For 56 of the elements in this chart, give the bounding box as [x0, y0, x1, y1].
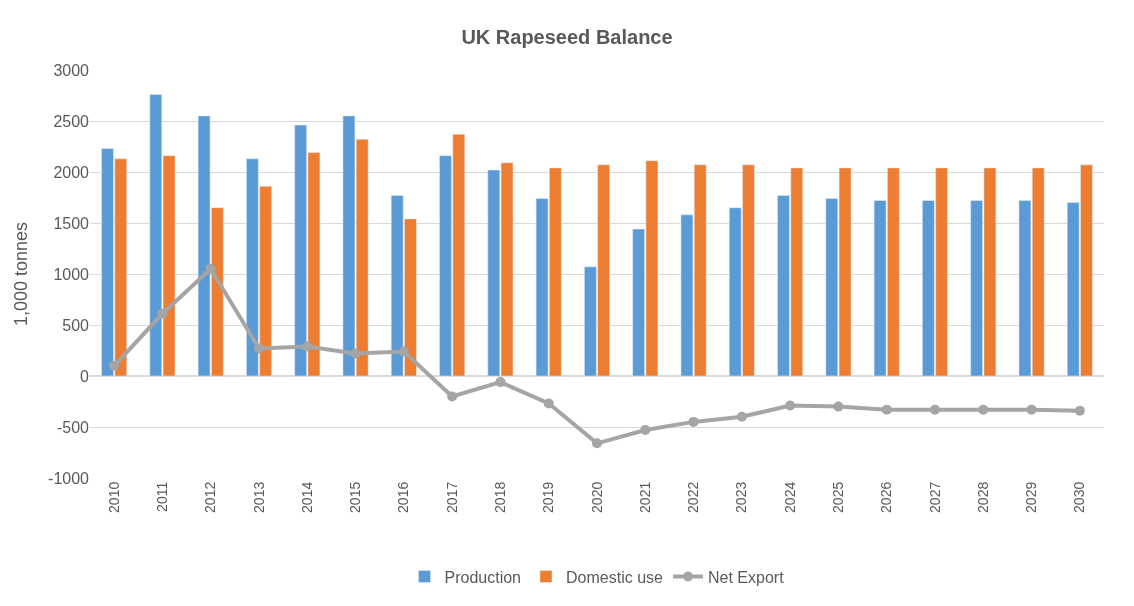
- x-tick-label: 2016: [395, 481, 412, 513]
- x-tick-label: 2019: [540, 481, 557, 513]
- x-tick-label: 2020: [588, 481, 605, 513]
- y-tick-label: -500: [56, 418, 90, 436]
- point: [688, 416, 699, 427]
- point: [978, 404, 989, 415]
- x-tick-label: 2013: [250, 481, 267, 513]
- point: [736, 411, 747, 422]
- x-tick-label: 2010: [105, 481, 122, 513]
- x-tick-label: 2021: [636, 481, 653, 513]
- point: [350, 348, 361, 359]
- point: [109, 360, 120, 371]
- x-tick-label: 2012: [202, 481, 219, 513]
- point: [1074, 405, 1085, 416]
- x-tick-label: 2017: [443, 481, 460, 513]
- x-tick-label: 2022: [685, 481, 702, 513]
- x-tick-label: 2027: [926, 481, 943, 513]
- point: [447, 391, 458, 402]
- y-tick-label: 0: [80, 367, 90, 385]
- y-axis-title: 1,000 tonnes: [11, 221, 32, 327]
- x-tick-label: 2018: [491, 481, 508, 513]
- y-tick-label: -1000: [48, 469, 90, 487]
- y-tick-label: 2500: [53, 112, 90, 130]
- x-tick-label: 2025: [829, 481, 846, 513]
- point: [592, 438, 602, 449]
- point: [543, 398, 554, 409]
- point: [495, 377, 506, 388]
- chart-title: UK Rapeseed Balance: [461, 26, 673, 49]
- x-tick-label: 2015: [347, 481, 364, 513]
- point: [157, 308, 168, 319]
- point: [785, 400, 796, 411]
- x-tick-label: 2024: [781, 481, 798, 513]
- x-tick-label: 2026: [878, 481, 895, 513]
- point: [930, 404, 940, 415]
- point: [205, 263, 216, 274]
- y-tick-label: 3000: [53, 61, 90, 79]
- legend-label: Production: [444, 568, 521, 586]
- x-tick-label: 2014: [298, 481, 315, 513]
- point: [302, 341, 313, 352]
- x-tick-label: 2028: [974, 481, 991, 513]
- point: [640, 425, 651, 436]
- legend-label: Net Export: [708, 568, 785, 586]
- y-tick-label: 1500: [53, 214, 90, 232]
- legend-label: Domestic use: [566, 568, 664, 586]
- point: [1026, 404, 1037, 415]
- x-tick-label: 2029: [1023, 481, 1040, 513]
- x-tick-label: 2030: [1071, 481, 1088, 513]
- x-tick-label: 2011: [153, 481, 170, 512]
- point: [881, 404, 892, 415]
- point: [833, 401, 844, 412]
- point: [398, 346, 409, 357]
- y-tick-label: 1000: [53, 265, 90, 283]
- y-tick-label: 500: [62, 316, 90, 334]
- y-tick-label: 2000: [53, 163, 90, 181]
- x-tick-label: 2023: [733, 481, 750, 513]
- point: [254, 343, 264, 354]
